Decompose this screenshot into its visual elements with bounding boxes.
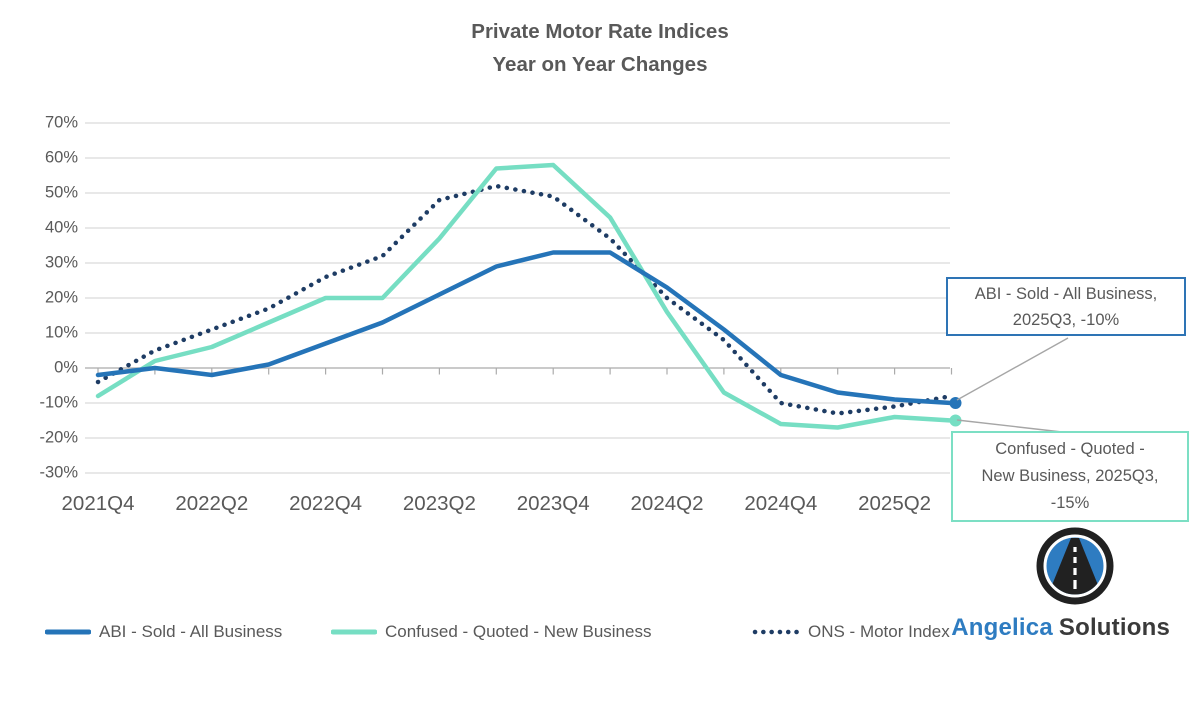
chart-title: Private Motor Rate Indices Year on Year … bbox=[0, 15, 1200, 81]
legend-item-abi: ABI - Sold - All Business bbox=[45, 619, 282, 645]
annotation-confused-line3: -15% bbox=[1050, 494, 1090, 512]
y-axis-label--30%: -30% bbox=[39, 463, 78, 482]
y-axis-label-30%: 30% bbox=[44, 253, 78, 272]
y-axis-label-40%: 40% bbox=[44, 218, 78, 237]
brand-wordmark: Angelica Solutions bbox=[951, 614, 1170, 642]
end-marker-abi bbox=[949, 397, 962, 409]
x-axis-label-2023Q4: 2023Q4 bbox=[516, 492, 590, 515]
y-axis-label-0%: 0% bbox=[54, 358, 78, 377]
brand-name-primary: Angelica bbox=[951, 614, 1053, 641]
leader-line-confused bbox=[956, 419, 1063, 433]
y-axis-label-60%: 60% bbox=[44, 148, 78, 167]
annotation-confused-callout: Confused - Quoted - New Business, 2025Q3… bbox=[951, 431, 1189, 522]
series-line-abi bbox=[95, 250, 954, 406]
x-axis-label-2024Q4: 2024Q4 bbox=[744, 492, 818, 515]
y-axis-label-20%: 20% bbox=[44, 288, 78, 307]
annotation-abi-callout: ABI - Sold - All Business, 2025Q3, -10% bbox=[946, 277, 1186, 336]
legend-swatch-abi-line bbox=[45, 629, 91, 635]
angelica-road-logo-icon bbox=[1036, 527, 1114, 605]
series-line-ons bbox=[95, 183, 954, 416]
annotation-abi-line1: ABI - Sold - All Business, bbox=[974, 284, 1158, 303]
legend-item-ons: ONS - Motor Index bbox=[752, 619, 950, 645]
y-axis-label--10%: -10% bbox=[39, 393, 78, 412]
legend-swatch-ons-dotted bbox=[752, 629, 800, 635]
x-axis-label-2021Q4: 2021Q4 bbox=[61, 492, 135, 515]
legend-label-abi: ABI - Sold - All Business bbox=[99, 622, 283, 641]
x-axis-label-2022Q4: 2022Q4 bbox=[289, 492, 363, 515]
x-axis-label-2024Q2: 2024Q2 bbox=[630, 492, 704, 515]
chart-title-line1: Private Motor Rate Indices bbox=[471, 20, 729, 43]
legend-label-confused: Confused - Quoted - New Business bbox=[385, 622, 652, 641]
brand-name-secondary: Solutions bbox=[1058, 614, 1170, 641]
x-axis-label-2022Q2: 2022Q2 bbox=[175, 492, 249, 515]
legend-swatch-confused-line bbox=[331, 629, 377, 635]
end-marker-confused bbox=[949, 414, 962, 427]
legend-item-confused: Confused - Quoted - New Business bbox=[331, 619, 651, 645]
chart-title-line2: Year on Year Changes bbox=[492, 53, 708, 76]
y-axis-label-10%: 10% bbox=[44, 323, 78, 342]
x-axis-label-2023Q2: 2023Q2 bbox=[402, 492, 476, 515]
legend-label-ons: ONS - Motor Index bbox=[808, 622, 950, 641]
y-axis-label--20%: -20% bbox=[39, 428, 78, 447]
y-axis-label-70%: 70% bbox=[44, 113, 78, 132]
annotation-confused-line1: Confused - Quoted - bbox=[995, 440, 1145, 458]
y-axis-label-50%: 50% bbox=[44, 183, 78, 202]
leader-line-abi bbox=[956, 337, 1069, 401]
annotation-abi-line2: 2025Q3, -10% bbox=[1012, 310, 1120, 329]
x-axis-label-2025Q2: 2025Q2 bbox=[858, 492, 932, 515]
series-line-confused bbox=[95, 162, 954, 430]
annotation-confused-line2: New Business, 2025Q3, bbox=[981, 467, 1159, 485]
